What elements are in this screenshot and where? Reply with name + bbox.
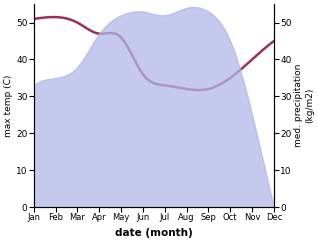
Y-axis label: med. precipitation
(kg/m2): med. precipitation (kg/m2) [294, 64, 314, 147]
Y-axis label: max temp (C): max temp (C) [4, 74, 13, 137]
X-axis label: date (month): date (month) [115, 228, 193, 238]
